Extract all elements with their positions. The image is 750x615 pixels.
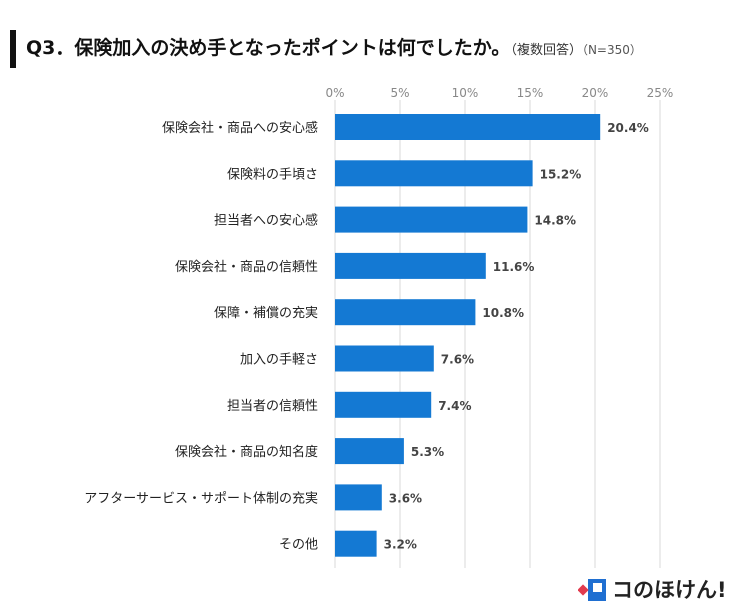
x-tick-label: 5%	[390, 86, 409, 100]
title-sample-size: （N=350）	[581, 43, 642, 57]
category-label: 担当者の信頼性	[227, 399, 318, 414]
bar	[335, 484, 382, 511]
bar	[335, 438, 404, 465]
bar	[335, 345, 434, 372]
x-tick-label: 15%	[517, 86, 544, 100]
value-label: 7.4%	[438, 399, 471, 413]
value-label: 20.4%	[607, 121, 649, 135]
value-label: 15.2%	[540, 167, 582, 181]
brand-logo: コのほけん!	[577, 571, 748, 605]
value-label: 3.2%	[384, 538, 417, 552]
bar	[335, 252, 486, 279]
category-label: 保険料の手頃さ	[227, 167, 318, 182]
category-label: 保険会社・商品への安心感	[162, 120, 318, 136]
bar	[335, 206, 528, 233]
value-label: 10.8%	[482, 306, 524, 320]
bar	[335, 299, 476, 326]
value-label: 14.8%	[534, 214, 576, 228]
chart-title: Q3．保険加入の決め手となったポイントは何でしたか。（複数回答）（N=350）	[26, 33, 642, 60]
category-label: その他	[279, 538, 318, 553]
x-tick-label: 25%	[647, 86, 674, 100]
title-main: Q3．保険加入の決め手となったポイントは何でしたか。	[26, 37, 511, 59]
category-label: 保険会社・商品の信頼性	[175, 259, 318, 275]
category-label: アフターサービス・サポート体制の充実	[84, 490, 318, 506]
logo-mark-icon	[577, 579, 606, 601]
value-label: 3.6%	[389, 491, 422, 505]
x-tick-label: 10%	[452, 86, 479, 100]
value-label: 7.6%	[441, 353, 474, 367]
bar	[335, 114, 601, 140]
category-label: 担当者への安心感	[214, 213, 318, 229]
title-accent-bar	[10, 30, 16, 68]
x-tick-label: 0%	[325, 86, 344, 100]
category-label: 加入の手軽さ	[240, 353, 318, 368]
bar	[335, 160, 533, 187]
bar	[335, 530, 377, 557]
value-label: 11.6%	[493, 260, 535, 274]
category-label: 保障・補償の充実	[214, 305, 318, 321]
category-label: 保険会社・商品の知名度	[175, 444, 318, 460]
brand-name: コのほけん!	[612, 578, 727, 602]
value-label: 5.3%	[411, 445, 444, 459]
title-sub: （複数回答）	[510, 43, 582, 58]
bar	[335, 391, 432, 418]
x-tick-label: 20%	[582, 86, 609, 100]
